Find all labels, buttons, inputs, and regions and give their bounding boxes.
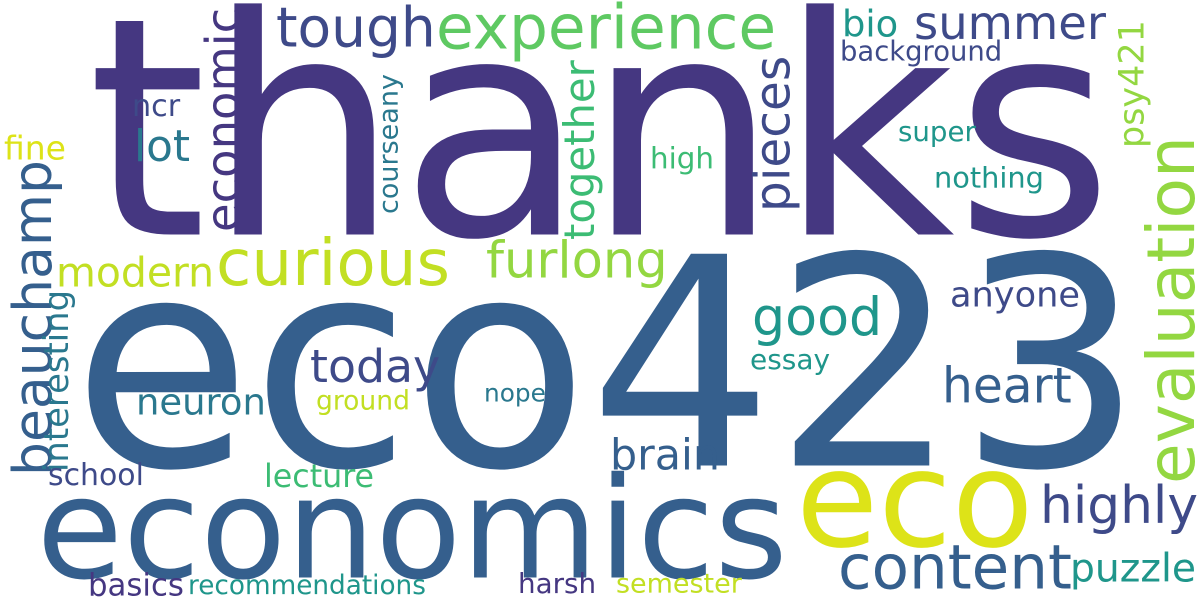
- word-fine: fine: [4, 128, 66, 168]
- word-recommendations: recommendations: [188, 571, 426, 600]
- word-psy421: psy421: [1112, 20, 1153, 148]
- word-highly: highly: [1040, 476, 1198, 536]
- word-content: content: [838, 532, 1072, 600]
- word-curious: curious: [216, 226, 450, 301]
- word-ground: ground: [316, 385, 410, 417]
- word-semester: semester: [616, 568, 742, 600]
- word-brain: brain: [610, 430, 721, 481]
- word-eco423: eco423: [72, 195, 1144, 535]
- word-evaluation: evaluation: [1133, 136, 1200, 484]
- word-essay: essay: [750, 343, 831, 376]
- word-anyone: anyone: [950, 274, 1080, 316]
- word-economic: economic: [196, 7, 250, 232]
- word-experience: experience: [436, 0, 777, 64]
- word-nothing: nothing: [934, 160, 1044, 195]
- word-high: high: [650, 141, 715, 176]
- word-basics: basics: [88, 567, 184, 600]
- word-today: today: [310, 340, 441, 393]
- word-harsh: harsh: [518, 567, 597, 600]
- word-heart: heart: [942, 358, 1072, 415]
- word-nope: nope: [484, 378, 546, 408]
- word-good: good: [752, 288, 883, 348]
- word-thanks: thanks: [87, 0, 1114, 307]
- word-school: school: [48, 458, 144, 493]
- word-courseany: courseany: [373, 74, 405, 214]
- word-lecture: lecture: [264, 459, 375, 495]
- word-together: together: [555, 60, 604, 240]
- word-lot: lot: [134, 121, 191, 172]
- word-neuron: neuron: [136, 380, 266, 424]
- word-economics: economics: [36, 448, 788, 600]
- word-summer: summer: [914, 0, 1106, 50]
- word-tough: tough: [276, 0, 436, 60]
- word-bio: bio: [842, 2, 899, 46]
- word-super: super: [898, 115, 976, 148]
- word-background: background: [840, 36, 1003, 68]
- word-pieces: pieces: [745, 55, 802, 212]
- word-eco: eco: [796, 422, 1034, 578]
- word-furlong: furlong: [486, 231, 668, 291]
- word-modern: modern: [56, 248, 215, 297]
- word-ncr: ncr: [132, 89, 181, 124]
- word-interesting: interesting: [37, 289, 76, 472]
- word-puzzle: puzzle: [1070, 546, 1197, 592]
